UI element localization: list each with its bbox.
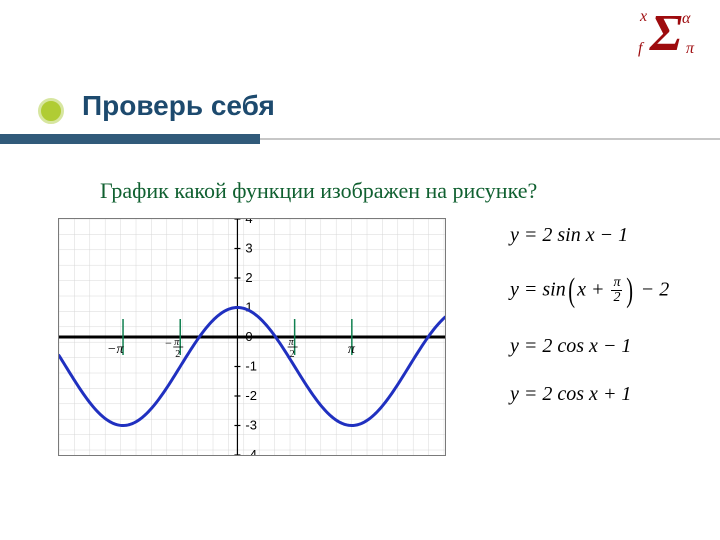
svg-text:3: 3: [245, 241, 252, 256]
logo-glyph: f: [638, 40, 642, 58]
answer-option-3[interactable]: y = 2 cos x − 1: [510, 335, 710, 357]
svg-text:4: 4: [245, 219, 252, 226]
question-prompt: График какой функции изображен на рисунк…: [100, 178, 537, 204]
svg-text:−π: −π: [107, 342, 124, 357]
svg-text:π: π: [174, 337, 180, 348]
math-logo: Σ x α f π: [638, 8, 702, 64]
title-bullet-icon: [38, 98, 64, 124]
svg-text:-3: -3: [245, 418, 257, 433]
svg-text:0: 0: [245, 329, 252, 344]
slide-title: Проверь себя: [82, 90, 275, 122]
answer-options: y = 2 sin x − 1 y = sin(x + π2) − 2 y = …: [510, 224, 710, 431]
answer-option-4[interactable]: y = 2 cos x + 1: [510, 383, 710, 405]
svg-text:-1: -1: [245, 359, 257, 374]
answer-option-2[interactable]: y = sin(x + π2) − 2: [510, 272, 710, 309]
answer-option-1[interactable]: y = 2 sin x − 1: [510, 224, 710, 246]
svg-text:-4: -4: [245, 447, 257, 455]
svg-text:−: −: [164, 336, 172, 350]
title-underline-dark: [0, 134, 260, 144]
title-row: Проверь себя: [0, 90, 720, 130]
svg-text:-2: -2: [245, 388, 257, 403]
function-chart: -4-3-2-101234−π−π2π2π: [58, 218, 446, 456]
svg-text:2: 2: [245, 270, 252, 285]
logo-glyph: α: [682, 10, 690, 28]
sigma-icon: Σ: [650, 8, 682, 60]
logo-glyph: π: [686, 40, 694, 58]
chart-svg: -4-3-2-101234−π−π2π2π: [59, 219, 445, 455]
svg-text:π: π: [348, 342, 356, 357]
svg-text:2: 2: [175, 349, 180, 360]
title-underline-light: [260, 138, 720, 140]
svg-text:π: π: [289, 337, 295, 348]
logo-glyph: x: [640, 8, 647, 26]
